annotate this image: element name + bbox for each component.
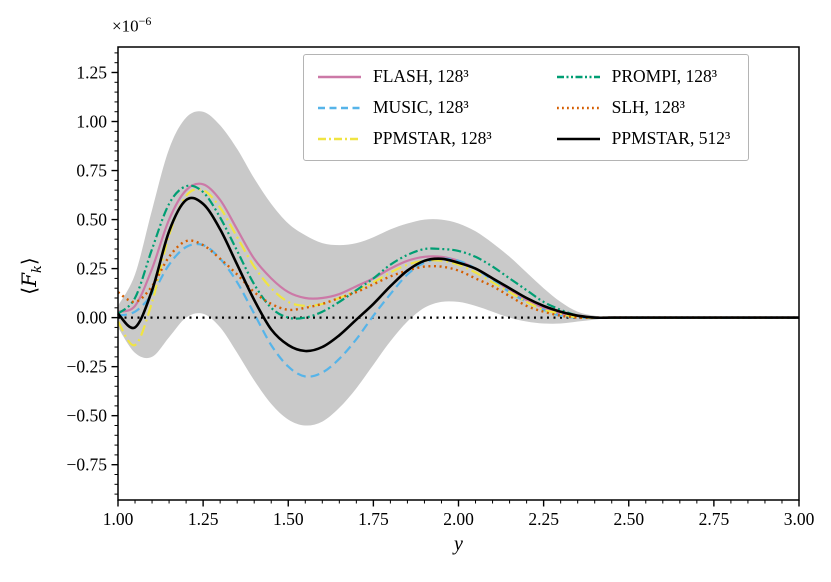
y-axis-offset-label: ×10−6 — [112, 14, 151, 37]
legend-line-sample-ppmstar-512 — [556, 137, 600, 140]
legend: FLASH, 128³ MUSIC, 128³ PPMSTAR, 128³ PROMP… — [303, 54, 750, 161]
x-tick-label: 2.75 — [699, 509, 730, 529]
ylabel-open-bracket: ⟨ — [17, 286, 41, 295]
x-tick-label: 2.00 — [443, 509, 474, 529]
y-tick-label: 0.00 — [76, 308, 107, 328]
legend-line-sample-flash-128 — [318, 75, 361, 78]
y-tick-label: −0.75 — [67, 455, 108, 475]
series-line-slh-128 — [117, 239, 799, 319]
series-line-ppmstar-512 — [117, 196, 799, 353]
legend-item-ppmstar-128: PPMSTAR, 128³ — [317, 128, 492, 149]
legend-item-music-128: MUSIC, 128³ — [317, 97, 492, 118]
legend-label-flash-128: FLASH, 128³ — [373, 66, 469, 86]
legend-label-music-128: MUSIC, 128³ — [373, 97, 469, 117]
series-line-ppmstar-128 — [117, 188, 799, 347]
uncertainty-band — [118, 111, 799, 426]
ylabel-symbol: F — [17, 273, 41, 287]
legend-item-slh-128: SLH, 128³ — [556, 97, 731, 118]
legend-item-flash-128: FLASH, 128³ — [317, 66, 492, 87]
x-tick-label: 1.75 — [358, 509, 389, 529]
y-tick-label: 0.75 — [76, 161, 107, 181]
y-tick-label: −0.25 — [67, 357, 108, 377]
x-tick-label: 2.25 — [528, 509, 559, 529]
legend-label-slh-128: SLH, 128³ — [611, 97, 685, 117]
legend-line-sample-prompi-128 — [556, 75, 600, 78]
offset-exponent: −6 — [138, 14, 152, 28]
x-tick-label: 1.50 — [273, 509, 304, 529]
y-tick-label: −0.50 — [67, 406, 108, 426]
offset-base: ×10 — [112, 16, 139, 36]
y-tick-label: 1.25 — [76, 62, 107, 82]
legend-label-prompi-128: PROMPI, 128³ — [611, 66, 718, 86]
legend-item-prompi-128: PROMPI, 128³ — [556, 66, 731, 87]
legend-line-sample-ppmstar-128 — [318, 137, 361, 140]
y-tick-label: 0.50 — [76, 210, 107, 230]
legend-label-ppmstar-512: PPMSTAR, 512³ — [611, 128, 731, 148]
legend-line-sample-slh-128 — [556, 106, 600, 109]
legend-line-sample-music-128 — [318, 106, 361, 109]
x-tick-label: 2.50 — [613, 509, 644, 529]
ylabel-close-bracket: ⟩ — [17, 257, 41, 266]
x-tick-label: 1.00 — [103, 509, 134, 529]
y-tick-label: 0.25 — [76, 259, 107, 279]
legend-label-ppmstar-128: PPMSTAR, 128³ — [373, 128, 492, 148]
x-tick-label: 3.00 — [784, 509, 815, 529]
legend-item-ppmstar-512: PPMSTAR, 512³ — [556, 128, 731, 149]
y-axis-label: ⟨Fk⟩ — [17, 231, 45, 321]
ylabel-subscript: k — [30, 265, 45, 273]
x-tick-label: 1.25 — [188, 509, 219, 529]
x-axis-label: y — [454, 533, 463, 555]
y-tick-label: 1.00 — [76, 112, 107, 132]
